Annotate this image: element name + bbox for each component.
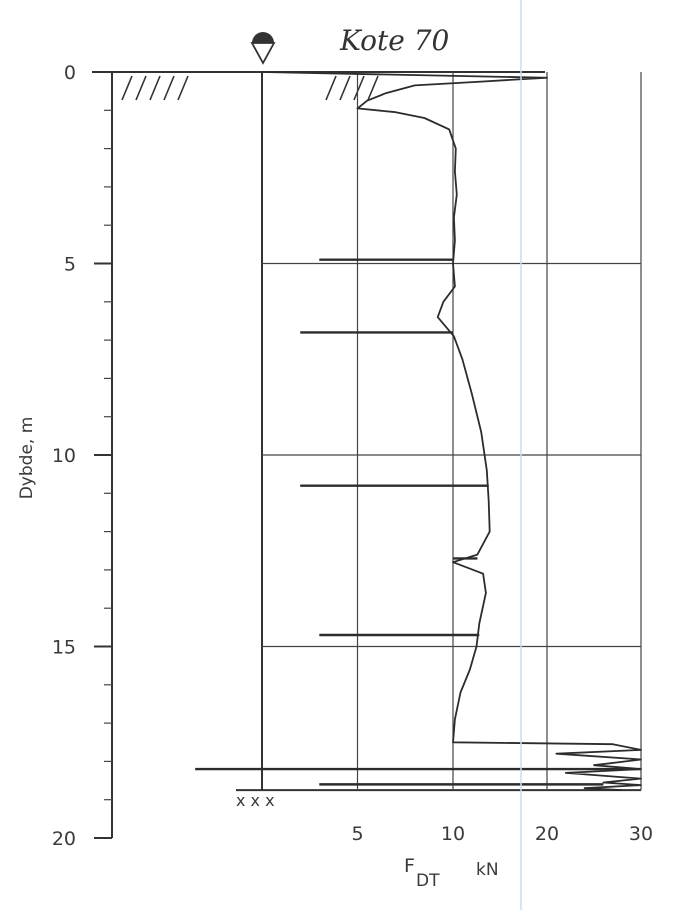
hatch-stroke xyxy=(339,75,351,101)
hatch-stroke xyxy=(367,75,379,101)
hatch-stroke xyxy=(149,75,161,101)
force-trace xyxy=(261,71,642,791)
x-tick-label: 10 xyxy=(441,823,465,845)
y-tick-label: 15 xyxy=(52,637,76,659)
x-tick-label: 5 xyxy=(351,823,363,845)
chart-title: Kote 70 xyxy=(339,24,449,57)
ground-hatching xyxy=(121,75,379,101)
x-axis-label-main: F xyxy=(404,855,415,877)
x-tick-label: 30 xyxy=(629,823,653,845)
x-tick-label: 20 xyxy=(535,823,559,845)
hatch-stroke xyxy=(121,75,133,101)
hatch-stroke xyxy=(135,75,147,101)
y-tick-label: 5 xyxy=(64,254,76,276)
end-marker: x x x xyxy=(236,791,275,810)
x-axis-label-sub: DT xyxy=(416,871,440,891)
x-axis-label-unit: kN xyxy=(476,860,499,880)
y-tick-label: 0 xyxy=(64,62,76,84)
hatch-stroke xyxy=(325,75,337,101)
y-axis-label: Dybde, m xyxy=(17,417,37,500)
y-tick-label: 20 xyxy=(52,828,76,850)
hatch-stroke xyxy=(353,75,365,101)
y-tick-label: 10 xyxy=(52,445,76,467)
hatch-stroke xyxy=(177,75,189,101)
hatch-stroke xyxy=(163,75,175,101)
water-level-icon xyxy=(250,32,276,65)
